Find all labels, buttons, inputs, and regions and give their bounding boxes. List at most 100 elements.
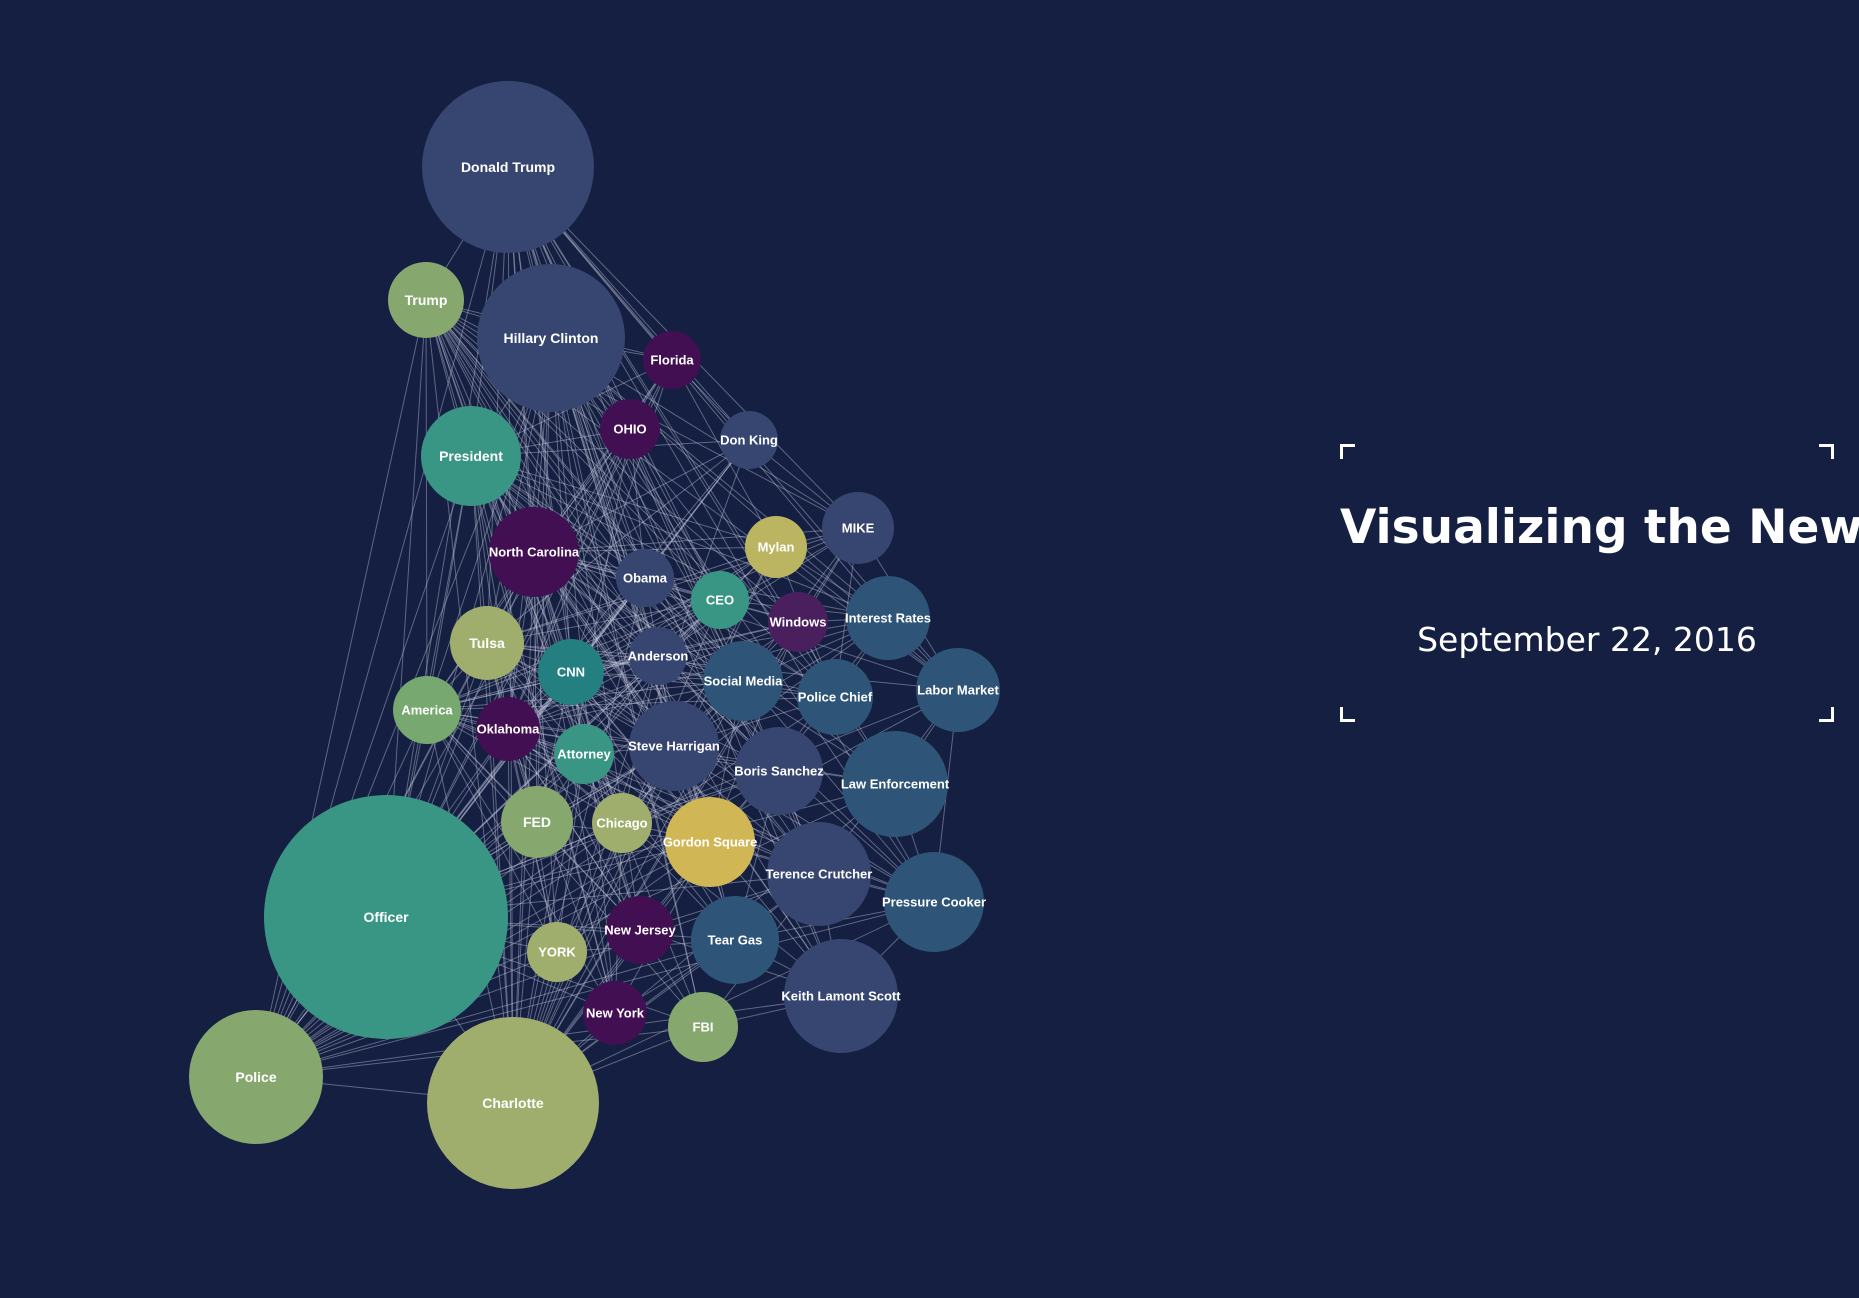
node-circle-america[interactable] <box>393 676 461 744</box>
node-circle-police[interactable] <box>189 1010 323 1144</box>
edge-interest-rates-to-president <box>470 455 889 619</box>
node-circle-boris-sanchez[interactable] <box>735 727 823 815</box>
node-label-ceo: CEO <box>706 593 734 608</box>
node-circle-new-york[interactable] <box>583 981 647 1045</box>
node-attorney[interactable]: Attorney <box>554 724 614 784</box>
node-trump[interactable]: Trump <box>388 262 464 338</box>
node-circle-tulsa[interactable] <box>450 606 524 680</box>
node-keith-lamont-scott[interactable]: Keith Lamont Scott <box>781 939 901 1053</box>
node-circle-donald-trump[interactable] <box>422 81 594 253</box>
node-circle-north-carolina[interactable] <box>489 507 579 597</box>
node-circle-oklahoma[interactable] <box>476 697 540 761</box>
node-label-police: Police <box>235 1069 276 1085</box>
node-circle-windows[interactable] <box>768 592 828 652</box>
node-circle-pressure-cooker[interactable] <box>884 852 984 952</box>
node-circle-mylan[interactable] <box>745 516 807 578</box>
node-terence-crutcher[interactable]: Terence Crutcher <box>766 822 873 926</box>
node-chicago[interactable]: Chicago <box>592 793 652 853</box>
edge-north-carolina-to-pressure-cooker <box>533 551 935 903</box>
node-circle-labor-market[interactable] <box>916 648 1000 732</box>
node-interest-rates[interactable]: Interest Rates <box>845 576 931 660</box>
node-police-chief[interactable]: Police Chief <box>797 659 873 735</box>
node-label-obama: Obama <box>623 571 668 586</box>
node-circle-steve-harrigan[interactable] <box>629 701 719 791</box>
node-circle-chicago[interactable] <box>592 793 652 853</box>
node-president[interactable]: President <box>421 406 521 506</box>
edge-police-to-tear-gas <box>255 939 736 1078</box>
edge-donald-trump-to-officer <box>385 166 509 918</box>
node-hillary-clinton[interactable]: Hillary Clinton <box>477 264 625 412</box>
node-north-carolina[interactable]: North Carolina <box>489 507 580 597</box>
node-circle-cnn[interactable] <box>538 639 604 705</box>
node-circle-fed[interactable] <box>501 786 573 858</box>
node-boris-sanchez[interactable]: Boris Sanchez <box>734 727 824 815</box>
node-circle-police-chief[interactable] <box>797 659 873 735</box>
edge-new-jersey-to-tulsa <box>486 642 641 931</box>
node-new-jersey[interactable]: New Jersey <box>604 896 677 964</box>
node-circle-terence-crutcher[interactable] <box>767 822 871 926</box>
node-mike[interactable]: MIKE <box>822 492 894 564</box>
node-circle-florida[interactable] <box>643 331 701 389</box>
node-circle-ohio[interactable] <box>600 399 660 459</box>
edge-charlotte-to-obama <box>512 577 646 1104</box>
node-circle-interest-rates[interactable] <box>846 576 930 660</box>
node-pressure-cooker[interactable]: Pressure Cooker <box>882 852 986 952</box>
node-cnn[interactable]: CNN <box>538 639 604 705</box>
node-circle-officer[interactable] <box>264 795 508 1039</box>
node-circle-fbi[interactable] <box>668 992 738 1062</box>
node-label-attorney: Attorney <box>557 747 611 762</box>
node-labor-market[interactable]: Labor Market <box>916 648 1000 732</box>
node-circle-social-media[interactable] <box>703 641 783 721</box>
node-ohio[interactable]: OHIO <box>600 399 660 459</box>
edge-fbi-to-hillary-clinton <box>550 337 704 1028</box>
node-steve-harrigan[interactable]: Steve Harrigan <box>628 701 720 791</box>
node-gordon-square[interactable]: Gordon Square <box>663 797 758 887</box>
edge-donald-trump-to-interest-rates <box>507 166 889 619</box>
node-circle-law-enforcement[interactable] <box>842 731 948 837</box>
node-circle-mike[interactable] <box>822 492 894 564</box>
node-circle-hillary-clinton[interactable] <box>477 264 625 412</box>
node-fed[interactable]: FED <box>501 786 573 858</box>
node-circle-attorney[interactable] <box>554 724 614 784</box>
node-america[interactable]: America <box>393 676 461 744</box>
node-charlotte[interactable]: Charlotte <box>427 1017 599 1189</box>
edge-fed-to-north-carolina <box>533 551 538 823</box>
node-florida[interactable]: Florida <box>643 331 701 389</box>
node-social-media[interactable]: Social Media <box>703 641 783 721</box>
node-fbi[interactable]: FBI <box>668 992 738 1062</box>
node-oklahoma[interactable]: Oklahoma <box>476 697 540 761</box>
node-don-king[interactable]: Don King <box>720 411 778 469</box>
node-label-trump: Trump <box>405 292 448 308</box>
node-circle-president[interactable] <box>421 406 521 506</box>
node-law-enforcement[interactable]: Law Enforcement <box>841 731 950 837</box>
node-circle-gordon-square[interactable] <box>665 797 755 887</box>
node-circle-ceo[interactable] <box>691 571 749 629</box>
node-windows[interactable]: Windows <box>768 592 828 652</box>
node-police[interactable]: Police <box>189 1010 323 1144</box>
node-tear-gas[interactable]: Tear Gas <box>691 896 779 984</box>
node-anderson[interactable]: Anderson <box>628 627 689 685</box>
node-mylan[interactable]: Mylan <box>745 516 807 578</box>
node-ceo[interactable]: CEO <box>691 571 749 629</box>
node-label-tulsa: Tulsa <box>469 635 505 651</box>
node-circle-charlotte[interactable] <box>427 1017 599 1189</box>
node-label-police-chief: Police Chief <box>798 690 873 705</box>
node-obama[interactable]: Obama <box>616 549 674 607</box>
node-donald-trump[interactable]: Donald Trump <box>422 81 594 253</box>
node-circle-keith-lamont-scott[interactable] <box>784 939 898 1053</box>
node-tulsa[interactable]: Tulsa <box>450 606 524 680</box>
node-circle-new-jersey[interactable] <box>606 896 674 964</box>
node-circle-york[interactable] <box>527 922 587 982</box>
node-label-donald-trump: Donald Trump <box>461 159 555 175</box>
node-circle-don-king[interactable] <box>720 411 778 469</box>
node-circle-obama[interactable] <box>616 549 674 607</box>
edge-ceo-to-tulsa <box>486 599 721 644</box>
node-label-fbi: FBI <box>693 1020 714 1035</box>
node-circle-tear-gas[interactable] <box>691 896 779 984</box>
node-circle-trump[interactable] <box>388 262 464 338</box>
node-officer[interactable]: Officer <box>264 795 508 1039</box>
node-circle-anderson[interactable] <box>629 627 687 685</box>
node-york[interactable]: YORK <box>527 922 587 982</box>
node-new-york[interactable]: New York <box>583 981 647 1045</box>
